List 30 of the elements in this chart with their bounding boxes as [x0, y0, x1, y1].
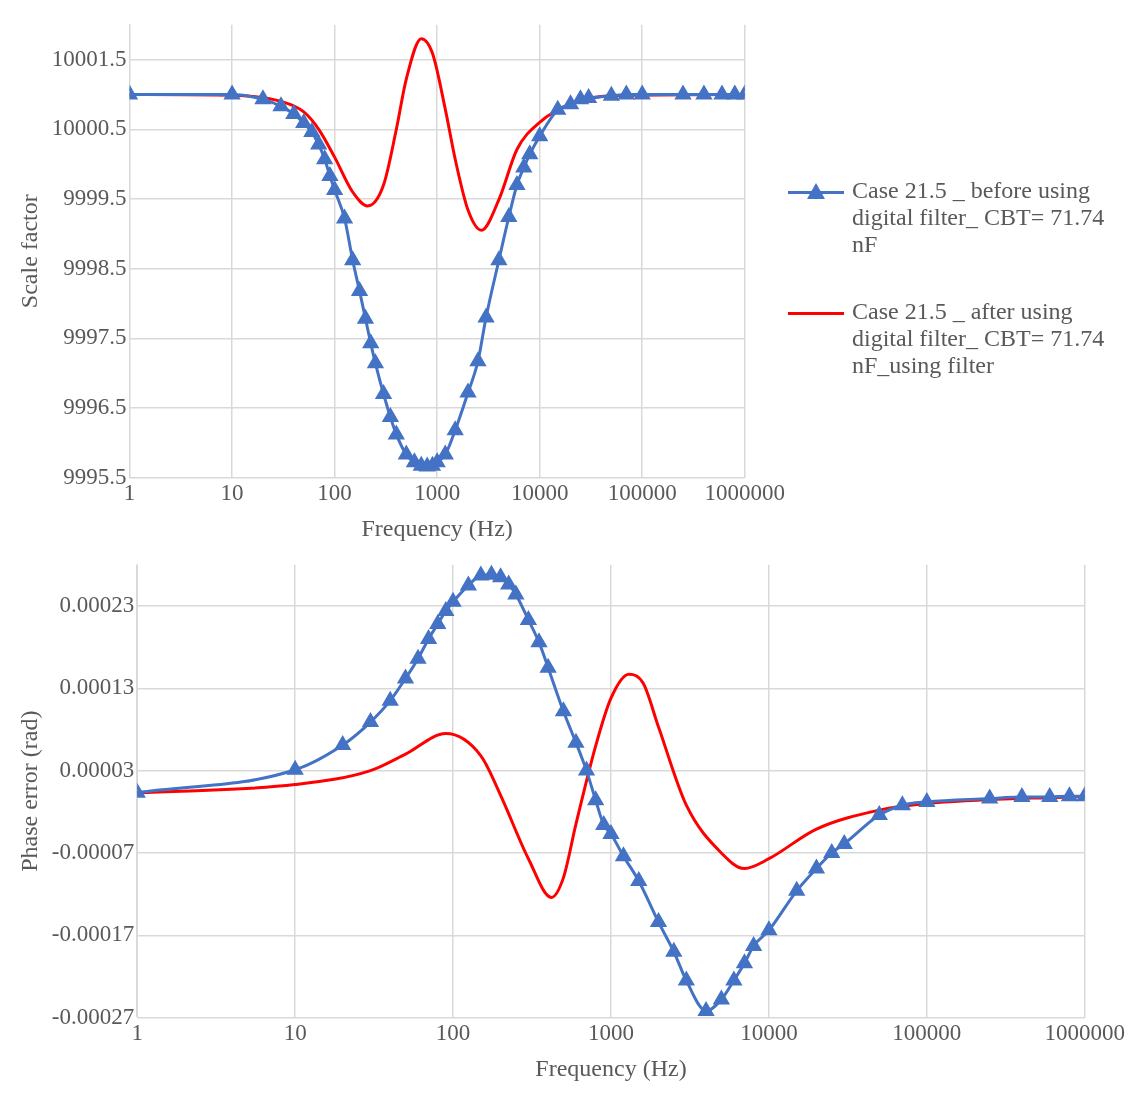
- x-tick-label: 1000000: [1044, 1020, 1125, 1046]
- y-tick-label: 0.00003: [59, 756, 135, 782]
- y-tick-label: -0.00017: [51, 921, 135, 947]
- x-tick-label: 1000: [414, 480, 461, 506]
- x-tick-label: 10000: [510, 480, 569, 506]
- x-tick-label: 10: [220, 480, 244, 506]
- legend-label: Case 21.5 _ after using digital filter_ CBT= 71.74 nF_using filter: [852, 298, 1106, 379]
- x-tick-label: 100000: [607, 480, 677, 506]
- y-tick-label: 9997.5: [63, 324, 127, 350]
- y-tick-label: 0.00023: [59, 592, 135, 618]
- x-tick-label: 1000: [587, 1020, 634, 1046]
- x-tick-label: 100: [317, 480, 352, 506]
- x-tick-label: 10: [283, 1020, 307, 1046]
- x-axis-title: Frequency (Hz): [535, 1054, 687, 1081]
- x-tick-label: 10000: [740, 1020, 798, 1046]
- y-axis-title: Phase error (rad): [15, 710, 42, 872]
- y-tick-label: 10001.5: [51, 45, 127, 71]
- y-tick-label: 9999.5: [63, 185, 127, 210]
- x-tick-label: 1000000: [704, 480, 785, 506]
- y-tick-label: 9998.5: [63, 254, 127, 280]
- legend-label: Case 21.5 _ before using digital filter_ CBT= 71.74 nF: [852, 177, 1106, 258]
- y-tick-label: 9996.5: [63, 393, 127, 419]
- y-tick-label: 10000.5: [51, 115, 127, 141]
- x-axis-title: Frequency (Hz): [361, 514, 513, 541]
- y-tick-label: 9995.5: [63, 463, 127, 489]
- y-tick-label: -0.00007: [51, 838, 135, 864]
- y-axis-title: Scale factor: [15, 194, 42, 309]
- y-tick-label: 0.00013: [59, 674, 135, 700]
- x-tick-label: 100000: [892, 1020, 962, 1046]
- x-tick-label: 100: [435, 1020, 471, 1046]
